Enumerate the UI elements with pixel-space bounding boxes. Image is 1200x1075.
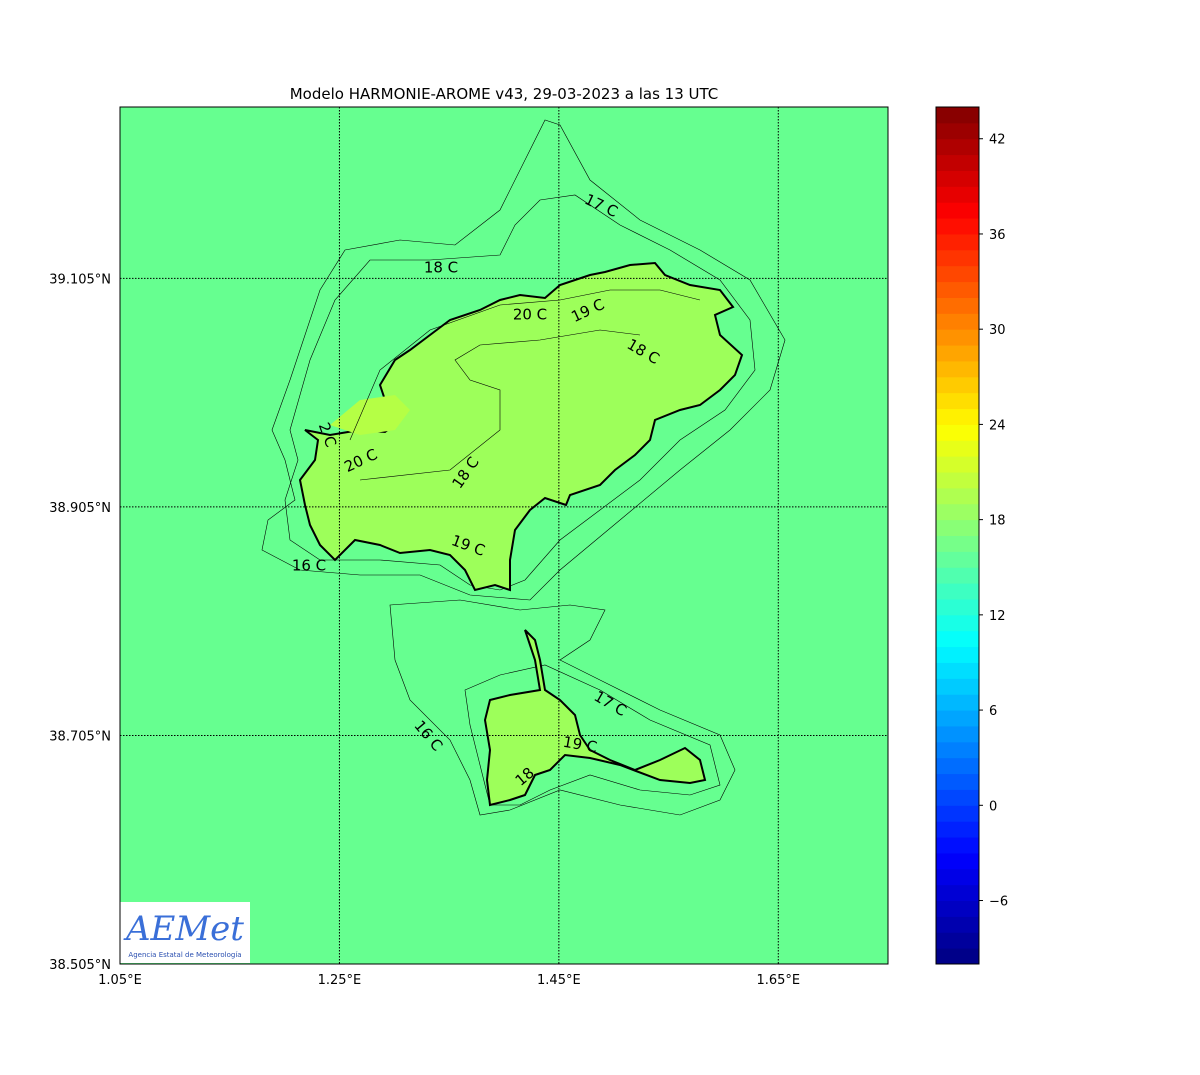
x-tick-label: 1.25°E	[318, 973, 362, 988]
colorbar-band	[936, 773, 979, 790]
colorbar-band	[936, 329, 979, 346]
colorbar-band	[936, 154, 979, 171]
colorbar-band	[936, 408, 979, 425]
colorbar-band	[936, 725, 979, 743]
map-frame	[119, 106, 889, 965]
logo-name: AEMet	[123, 909, 244, 949]
colorbar-band	[936, 741, 979, 759]
y-tick-label: 38.705°N	[49, 729, 111, 744]
x-tick-label: 1.45°E	[537, 973, 581, 988]
colorbar-band	[936, 392, 979, 410]
colorbar-band	[936, 932, 979, 949]
y-tick-label: 39.105°N	[49, 272, 111, 287]
contour-label: 20 C	[513, 306, 547, 324]
colorbar-tick-label: 12	[989, 609, 1006, 624]
logo-subtitle: Agencia Estatal de Meteorología	[128, 951, 241, 959]
warm-core	[330, 395, 410, 435]
contour-16-south	[389, 599, 736, 816]
colorbar: −6 0 6 12 18 24 30 36 42	[935, 106, 1008, 965]
x-tick-label: 1.65°E	[756, 973, 800, 988]
colorbar-tick-label: 30	[989, 323, 1006, 338]
colorbar-band	[936, 122, 979, 140]
title: Modelo HARMONIE-AROME v43, 29-03-2023 a …	[290, 85, 719, 103]
colorbar-tick-label: 36	[989, 228, 1006, 243]
colorbar-band	[936, 598, 979, 616]
colorbar-band	[936, 456, 979, 473]
colorbar-band	[936, 345, 979, 362]
colorbar-band	[936, 487, 979, 505]
colorbar-band	[936, 710, 979, 727]
logo: AEMet Agencia Estatal de Meteorología	[120, 902, 250, 963]
colorbar-band	[936, 202, 979, 219]
colorbar-band	[936, 583, 979, 600]
colorbar-band	[936, 900, 979, 917]
colorbar-band	[936, 757, 979, 775]
colorbar-band	[936, 503, 979, 521]
colorbar-band	[936, 218, 979, 235]
colorbar-band	[936, 360, 979, 378]
colorbar-band	[936, 884, 979, 902]
colorbar-band	[936, 535, 979, 552]
colorbar-band	[936, 662, 979, 679]
colorbar-band	[936, 281, 979, 298]
colorbar-band	[936, 138, 979, 156]
colorbar-band	[936, 916, 979, 933]
colorbar-band	[936, 313, 979, 330]
colorbar-band	[936, 837, 979, 854]
colorbar-band	[936, 519, 979, 536]
colorbar-band	[936, 440, 979, 457]
colorbar-band	[936, 170, 979, 187]
colorbar-tick-label: 0	[989, 799, 997, 814]
colorbar-tick-label: 24	[989, 418, 1006, 433]
colorbar-band	[936, 948, 979, 965]
x-tick-label: 1.05°E	[98, 973, 142, 988]
colorbar-band	[936, 821, 979, 838]
colorbar-tick-label: −6	[989, 895, 1008, 910]
contour-17	[284, 194, 756, 591]
colorbar-band	[936, 789, 979, 806]
colorbar-band	[936, 678, 979, 695]
colorbar-band	[936, 805, 979, 822]
logo-box	[120, 902, 250, 963]
colorbar-band	[936, 551, 979, 568]
colorbar-band	[936, 630, 979, 648]
colorbar-tick-label: 6	[989, 704, 997, 719]
y-tick-label: 38.505°N	[49, 958, 111, 973]
contour-label: 19 C	[562, 733, 599, 757]
colorbar-band	[936, 107, 979, 124]
colorbar-band	[936, 472, 979, 489]
colorbar-tick-label: 18	[989, 514, 1006, 529]
colorbar-band	[936, 567, 979, 584]
contour-label: 16 C	[292, 557, 326, 575]
contour-16	[261, 119, 786, 601]
colorbar-band	[936, 233, 979, 251]
colorbar-band	[936, 297, 979, 314]
colorbar-band	[936, 614, 979, 632]
island-formentera	[483, 629, 707, 807]
colorbar-tick-label: 42	[989, 133, 1006, 148]
colorbar-band	[936, 694, 979, 711]
colorbar-frame	[935, 106, 980, 965]
colorbar-band	[936, 249, 979, 267]
colorbar-band	[936, 376, 979, 394]
colorbar-band	[936, 868, 979, 886]
colorbar-band	[936, 424, 979, 441]
y-tick-label: 38.905°N	[49, 501, 111, 516]
contour-19	[349, 289, 701, 481]
map: 17 C 18 C 20 C 19 C 18 C 2 C 20 C 18 C 1…	[119, 106, 889, 965]
colorbar-band	[936, 265, 979, 283]
colorbar-band	[936, 852, 979, 870]
colorbar-band	[936, 186, 979, 203]
contour-label: 18 C	[424, 259, 458, 277]
contour-17-south	[464, 664, 721, 806]
colorbar-band	[936, 646, 979, 663]
